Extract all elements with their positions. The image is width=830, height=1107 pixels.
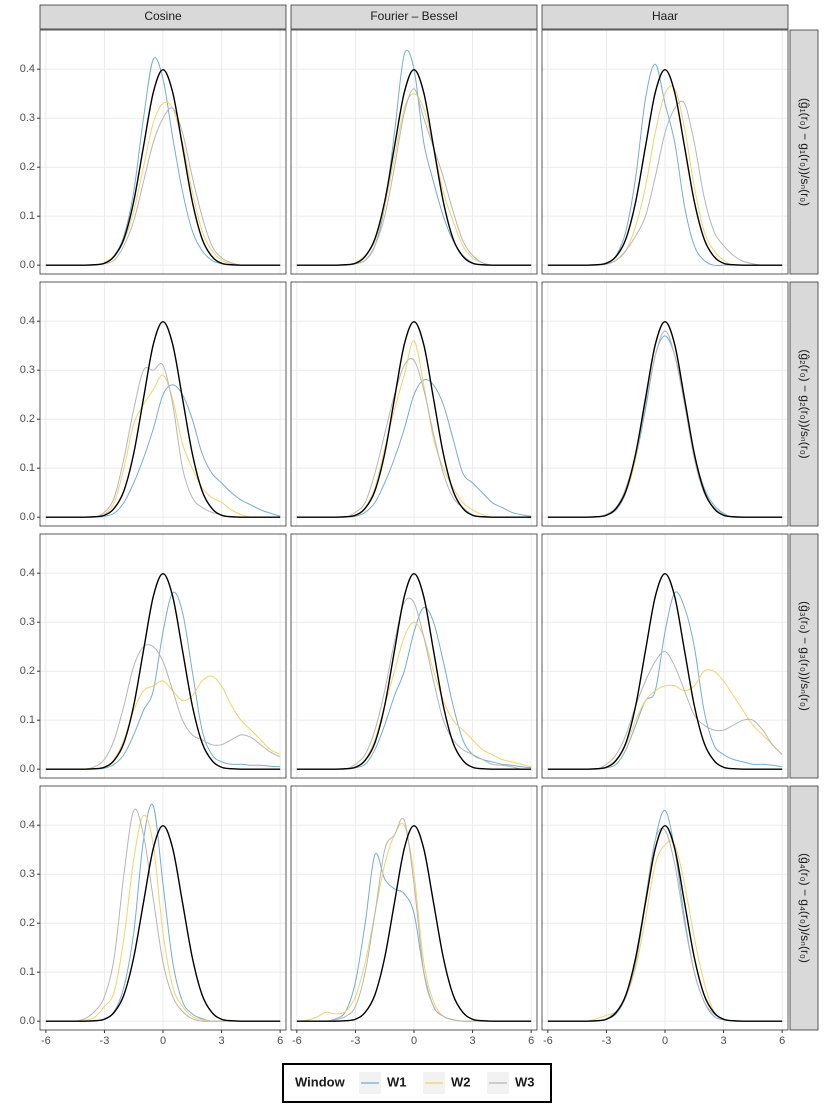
- reference-line: [547, 68, 783, 266]
- y-tick-label: 0.1: [20, 714, 35, 726]
- reference-line: [45, 68, 281, 266]
- x-tick-label: 0: [411, 1035, 417, 1047]
- panel-border: [290, 533, 538, 779]
- panel: [290, 29, 538, 275]
- x-tick-label: -6: [543, 1035, 553, 1047]
- column-label: Haar: [652, 9, 678, 23]
- panel: 0.0 0.1 0.2 0.3 0.4 -6 -3 0 3 6: [20, 785, 287, 1047]
- legend-label: W2: [451, 1074, 471, 1089]
- y-tick-label: 0.3: [20, 868, 35, 880]
- y-tick-label: 0.2: [20, 161, 35, 173]
- panel-border: [290, 785, 538, 1031]
- row-label: (ĝ₁(r₀) − g₁(r₀))/sₙ(r₀): [798, 98, 812, 206]
- reference-line: [45, 320, 281, 518]
- x-tick-label: -6: [41, 1035, 51, 1047]
- x-tick-label: -3: [602, 1035, 612, 1047]
- row-label: (ĝ₂(r₀) − g₂(r₀))/sₙ(r₀): [798, 349, 812, 458]
- column-label: Cosine: [144, 9, 182, 23]
- column-label: Fourier – Bessel: [370, 9, 457, 23]
- panel: [541, 29, 789, 275]
- x-tick-label: 0: [662, 1035, 668, 1047]
- x-tick-label: 3: [721, 1035, 727, 1047]
- panel: [541, 281, 789, 527]
- panel: [541, 533, 789, 779]
- x-tick-label: 6: [277, 1035, 283, 1047]
- panel-border: [290, 281, 538, 527]
- legend-label: W1: [387, 1074, 407, 1089]
- y-tick-label: 0.4: [20, 63, 35, 75]
- x-tick-label: 0: [160, 1035, 166, 1047]
- x-tick-label: -3: [100, 1035, 110, 1047]
- panel-border: [541, 533, 789, 779]
- reference-line: [296, 572, 532, 770]
- y-tick-label: 0.0: [20, 1015, 35, 1027]
- y-tick-label: 0.4: [20, 315, 35, 327]
- panel-border: [541, 29, 789, 275]
- y-tick-label: 0.4: [20, 819, 35, 831]
- panel-border: [39, 281, 287, 527]
- row-strip: [789, 533, 819, 779]
- reference-line: [547, 824, 783, 1022]
- reference-line: [296, 824, 532, 1022]
- column-strip: [39, 4, 287, 30]
- panel-border: [541, 281, 789, 527]
- x-tick-label: -3: [351, 1035, 361, 1047]
- y-tick-label: 0.2: [20, 665, 35, 677]
- row-strip: [789, 29, 819, 275]
- y-tick-label: 0.3: [20, 112, 35, 124]
- row-label: (ĝ₄(r₀) − g₄(r₀))/sₙ(r₀): [798, 853, 812, 963]
- row-strip: [789, 785, 819, 1031]
- panel-border: [290, 29, 538, 275]
- column-strip: [541, 4, 789, 30]
- panel: 0.0 0.1 0.2 0.3 0.4: [20, 533, 287, 779]
- reference-line: [296, 68, 532, 266]
- x-tick-label: 6: [528, 1035, 534, 1047]
- panel: -6 -3 0 3 6: [290, 785, 538, 1047]
- panel: 0.0 0.1 0.2 0.3 0.4: [20, 281, 287, 527]
- column-strip: [290, 4, 538, 30]
- panel-border: [39, 533, 287, 779]
- y-tick-label: 0.1: [20, 210, 35, 222]
- reference-line: [296, 320, 532, 518]
- panel-border: [541, 785, 789, 1031]
- y-tick-label: 0.2: [20, 917, 35, 929]
- y-tick-label: 0.3: [20, 616, 35, 628]
- y-tick-label: 0.1: [20, 462, 35, 474]
- y-tick-label: 0.0: [20, 259, 35, 271]
- x-tick-label: -6: [292, 1035, 302, 1047]
- panel: 0.0 0.1 0.2 0.3 0.4: [20, 29, 287, 275]
- panel: -6 -3 0 3 6: [541, 785, 789, 1047]
- panel-border: [39, 785, 287, 1031]
- reference-line: [45, 572, 281, 770]
- y-tick-label: 0.1: [20, 966, 35, 978]
- reference-line: [547, 320, 783, 518]
- panel: [290, 533, 538, 779]
- x-tick-label: 3: [219, 1035, 225, 1047]
- legend: Window W1 W2 W3: [282, 1063, 552, 1103]
- x-tick-label: 3: [470, 1035, 476, 1047]
- panel-border: [39, 29, 287, 275]
- row-label: (ĝ₃(r₀) − g₃(r₀))/sₙ(r₀): [798, 601, 812, 711]
- y-tick-label: 0.3: [20, 364, 35, 376]
- reference-line: [45, 824, 281, 1022]
- y-tick-label: 0.0: [20, 763, 35, 775]
- y-tick-label: 0.2: [20, 413, 35, 425]
- reference-line: [547, 572, 783, 770]
- row-strip: [789, 281, 819, 527]
- y-tick-label: 0.4: [20, 567, 35, 579]
- y-tick-label: 0.0: [20, 511, 35, 523]
- legend-label: W3: [515, 1074, 535, 1089]
- legend-title: Window: [295, 1074, 346, 1089]
- panel: [290, 281, 538, 527]
- x-tick-label: 6: [779, 1035, 785, 1047]
